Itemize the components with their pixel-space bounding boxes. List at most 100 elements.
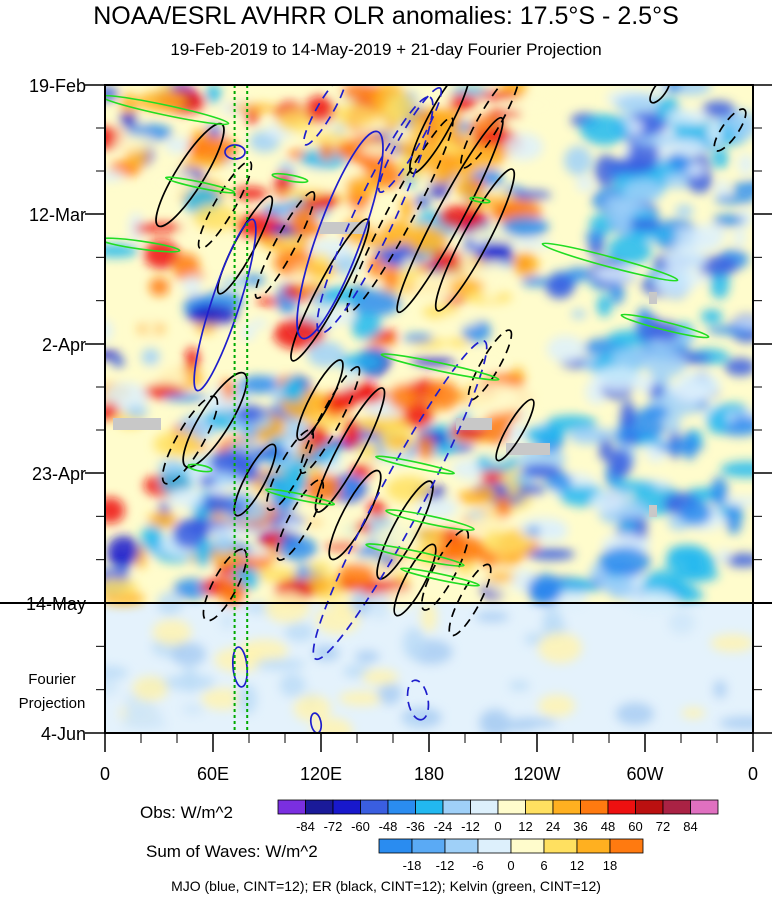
kelvin-contour (469, 196, 491, 204)
anomaly-cell (706, 325, 753, 335)
anomaly-cell (592, 366, 642, 391)
anomaly-cell (214, 647, 266, 673)
anomaly-cell (361, 669, 399, 686)
anomaly-cell (521, 276, 548, 287)
er-contour (396, 116, 504, 314)
obs-colorbar: -84 -72 -60 -48 -36 -24 -12 0 12 24 36 48 60 72 84 (277, 799, 719, 834)
anomaly-cell (403, 333, 434, 343)
anomaly-cell (332, 103, 378, 129)
anomaly-cell (598, 437, 613, 462)
anomaly-cell (628, 590, 678, 614)
anomaly-cell (105, 497, 125, 524)
anomaly-cell (105, 170, 125, 182)
anomaly-cell (598, 546, 651, 576)
obs-colorbar-level: 60 (628, 819, 642, 834)
anomaly-cell (367, 254, 384, 278)
anomaly-cell (205, 85, 222, 103)
anomaly-cell (720, 461, 753, 478)
er-contour (296, 359, 344, 441)
anomaly-cell (354, 650, 380, 663)
anomaly-cell (225, 502, 248, 515)
anomaly-cell (481, 282, 500, 301)
anomaly-cell (120, 93, 139, 115)
anomaly-cell (542, 523, 568, 541)
obs-colorbar-level: 72 (656, 819, 670, 834)
y-tick-label: 4-Jun (41, 724, 86, 744)
anomaly-cell (281, 378, 302, 395)
anomaly-cell (672, 237, 720, 252)
anomaly-cell (479, 470, 505, 484)
anomaly-cell (593, 266, 638, 283)
anomaly-cell (132, 676, 168, 702)
anomaly-cell (152, 619, 192, 646)
er-contour (495, 398, 535, 462)
anomaly-cell (652, 321, 681, 343)
anomaly-cell (105, 679, 119, 696)
kelvin-contour (380, 353, 500, 381)
waves-colorbar-swatch (378, 838, 413, 854)
anomaly-cell (733, 228, 746, 247)
er-contour (434, 168, 516, 312)
obs-colorbar-swatch (635, 799, 664, 815)
anomaly-cell (172, 519, 206, 550)
anomaly-cell (140, 524, 163, 552)
anomaly-cell (655, 441, 705, 453)
anomaly-cell (425, 380, 460, 411)
anomaly-cell (163, 393, 208, 402)
anomaly-cell (466, 515, 509, 532)
footnote: MJO (blue, CINT=12); ER (black, CINT=12)… (171, 878, 601, 894)
y-tick-label: 23-Apr (32, 464, 86, 484)
x-tick-label: 120W (513, 764, 560, 784)
anomaly-cell (577, 428, 624, 438)
waves-colorbar-swatch (444, 838, 479, 854)
anomaly-cell (475, 611, 510, 623)
kelvin-contour (375, 455, 455, 475)
obs-colorbar-level: -24 (434, 819, 453, 834)
anomaly-cell (620, 400, 636, 430)
mjo-contour (406, 679, 430, 721)
obs-colorbar-swatch (305, 799, 334, 815)
anomaly-cell (361, 235, 403, 249)
anomaly-cell (604, 196, 635, 213)
er-contour (314, 387, 386, 513)
anomaly-cell (208, 526, 258, 536)
anomaly-cell (710, 476, 728, 508)
x-tick-label: 0 (748, 764, 758, 784)
anomaly-cell (351, 312, 382, 340)
mjo-contour (231, 646, 249, 688)
anomaly-cell (399, 196, 414, 222)
anomaly-cell (359, 143, 394, 156)
anomaly-cell (713, 680, 727, 699)
missing-data-box (113, 418, 161, 430)
anomaly-cell (153, 430, 202, 458)
anomaly-cell (641, 404, 669, 420)
er-contour (265, 429, 315, 511)
waves-colorbar-level: 18 (603, 858, 617, 873)
x-tick-label: 120E (300, 764, 342, 784)
anomaly-cell (614, 95, 665, 114)
kelvin-contour (105, 94, 230, 126)
kelvin-contour (620, 313, 710, 339)
anomaly-cell (281, 519, 302, 534)
obs-colorbar-label: Obs: W/m^2 (140, 803, 233, 822)
anomaly-cell (712, 148, 729, 169)
y-tick-label: 2-Apr (42, 335, 86, 355)
anomaly-cell (610, 282, 625, 305)
missing-data-boxes (113, 222, 657, 517)
y-tick-label: 14-May (26, 594, 86, 614)
anomaly-cell (250, 318, 268, 328)
missing-data-box (456, 418, 492, 430)
anomaly-cell (345, 175, 381, 196)
anomaly-cell (668, 610, 695, 635)
kelvin-contour (164, 176, 236, 194)
anomaly-cell (495, 495, 512, 519)
anomaly-cell (576, 175, 594, 192)
anomaly-cell (673, 382, 712, 403)
waves-colorbar-level: 0 (507, 858, 514, 873)
waves-colorbar-swatch (411, 838, 446, 854)
anomaly-cell (512, 251, 539, 278)
anomaly-cell (312, 645, 340, 662)
waves-colorbar-level: -6 (472, 858, 484, 873)
anomaly-cell (710, 634, 753, 652)
anomaly-cell (143, 223, 184, 233)
